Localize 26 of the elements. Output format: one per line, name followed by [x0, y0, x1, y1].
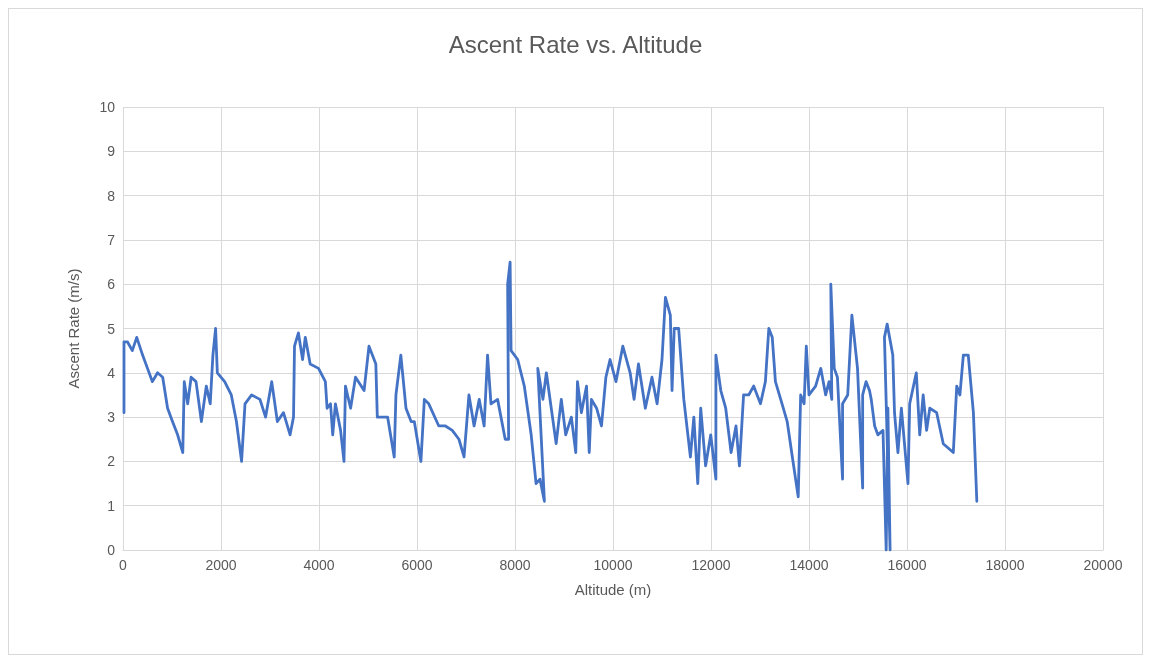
x-tick-label: 0	[119, 557, 128, 573]
x-tick-label: 16000	[887, 557, 927, 573]
x-tick-label: 8000	[499, 557, 531, 573]
x-tick-label: 2000	[205, 557, 237, 573]
x-tick-label: 10000	[593, 557, 633, 573]
y-tick-label: 3	[107, 409, 116, 426]
x-tick-label: 18000	[985, 557, 1025, 573]
x-tick-label: 14000	[789, 557, 829, 573]
y-tick-label: 6	[107, 276, 116, 293]
x-tick-label: 4000	[303, 557, 335, 573]
y-tick-label: 5	[107, 320, 116, 337]
y-tick-label: 4	[107, 364, 116, 381]
y-tick-label: 0	[107, 542, 116, 558]
y-tick-label: 9	[107, 143, 116, 160]
x-tick-label: 6000	[401, 557, 433, 573]
y-tick-label: 10	[99, 99, 116, 115]
y-tick-label: 7	[107, 231, 116, 248]
x-tick-label: 12000	[691, 557, 731, 573]
x-tick-label: 20000	[1083, 557, 1123, 573]
y-tick-label: 2	[107, 453, 116, 470]
y-tick-label: 1	[107, 497, 116, 514]
y-tick-label: 8	[107, 187, 116, 204]
line-series	[122, 260, 979, 552]
y-axis-title: Ascent Rate (m/s)	[65, 268, 82, 389]
chart-title: Ascent Rate vs. Altitude	[448, 30, 703, 58]
x-axis-title: Altitude (m)	[574, 581, 652, 598]
